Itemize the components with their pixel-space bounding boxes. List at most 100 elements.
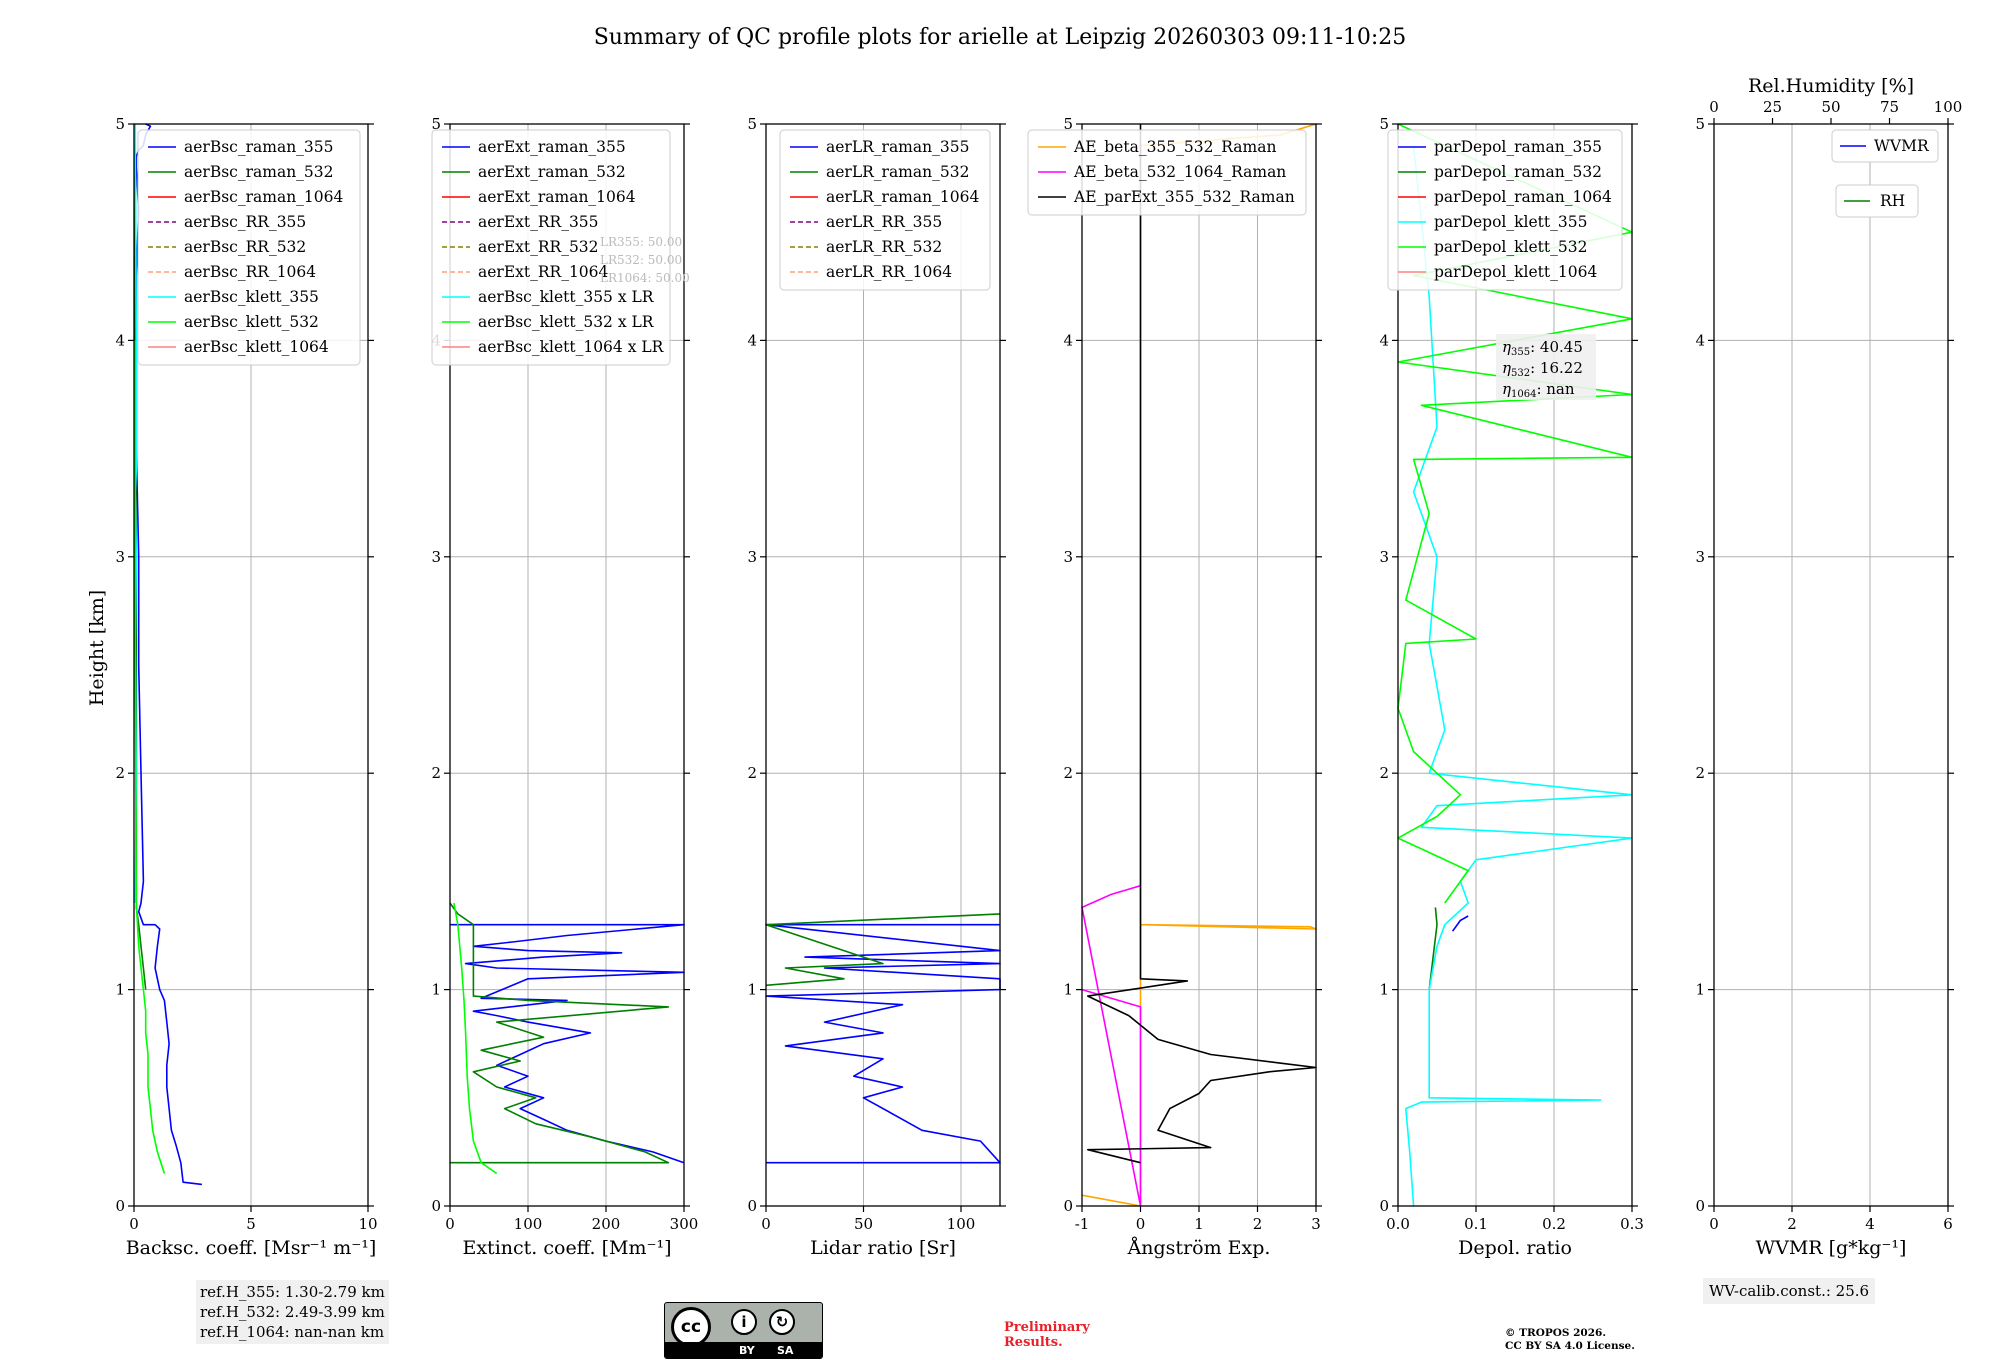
y-tick-label: 0 bbox=[747, 1197, 757, 1215]
x-tick-label: 0 bbox=[445, 1215, 455, 1233]
legend-entry: aerLR_raman_1064 bbox=[826, 188, 979, 206]
panel-wv: 0 2 4 6 0 1 2 3 4 5 WVMR [g*kg⁻¹] 0 25 50 75 100 Rel.Hum… bbox=[1695, 75, 1962, 1259]
series-line-aerBsc_klett_532 bbox=[134, 340, 166, 1174]
y-tick-label: 0 bbox=[431, 1197, 441, 1215]
x-axis-label: Ångström Exp. bbox=[1127, 1237, 1271, 1259]
legend-entry: aerLR_raman_532 bbox=[826, 163, 969, 181]
legend-entry: parDepol_raman_532 bbox=[1434, 163, 1602, 181]
axes-frame bbox=[765, 123, 1001, 1207]
x-tick-label: 200 bbox=[592, 1215, 621, 1233]
x-tick-label: -1 bbox=[1075, 1215, 1090, 1233]
x-tick-label: 50 bbox=[854, 1215, 873, 1233]
cc-logo-icon: cc bbox=[671, 1307, 711, 1347]
legend-entry: aerBsc_raman_355 bbox=[184, 138, 334, 156]
eta-355: η355: 40.45 bbox=[1502, 338, 1583, 358]
legend-entry: AE_beta_532_1064_Raman bbox=[1073, 163, 1286, 181]
y-tick-label: 4 bbox=[1695, 331, 1705, 349]
legend-entry: aerBsc_RR_355 bbox=[184, 213, 306, 231]
legend: parDepol_raman_355 parDepol_raman_532 parD… bbox=[1387, 129, 1623, 291]
legend-rh: RH bbox=[1835, 184, 1919, 218]
legend-entry: aerLR_RR_355 bbox=[826, 213, 942, 231]
y-tick-label: 0 bbox=[1695, 1197, 1705, 1215]
series-line-aerExt_raman_355 bbox=[450, 923, 685, 1164]
figure-title: Summary of QC profile plots for arielle … bbox=[594, 25, 1407, 50]
legend-box bbox=[779, 129, 991, 291]
series-line-parDepol_raman_355 bbox=[1451, 915, 1469, 932]
cc-sa-label: SA bbox=[777, 1344, 794, 1357]
legend-entry: aerExt_raman_532 bbox=[478, 163, 626, 181]
copyright-notice: © TROPOS 2026. CC BY SA 4.0 License. bbox=[1505, 1327, 1635, 1353]
ref-height-355: ref.H_355: 1.30-2.79 km bbox=[200, 1283, 385, 1301]
x-tick-label: 2 bbox=[1253, 1215, 1263, 1233]
y-tick-label: 3 bbox=[747, 548, 757, 566]
x-tick-label: 0 bbox=[761, 1215, 771, 1233]
x-axis-label: Lidar ratio [Sr] bbox=[810, 1237, 956, 1259]
legend-entry: parDepol_raman_1064 bbox=[1434, 188, 1612, 206]
lr-annotation: LR355: 50.00 bbox=[600, 235, 682, 249]
series-line-aerLR_raman_532 bbox=[765, 913, 1001, 987]
y-tick-label: 3 bbox=[431, 548, 441, 566]
series-line-aerExt_raman_532 bbox=[449, 902, 670, 1164]
ref-height-1064: ref.H_1064: nan-nan km bbox=[200, 1323, 385, 1341]
legend-entry: aerLR_RR_532 bbox=[826, 238, 942, 256]
y-tick-label: 1 bbox=[1063, 981, 1073, 999]
x-tick-label: 0.0 bbox=[1386, 1215, 1410, 1233]
legend-entry: aerBsc_raman_532 bbox=[184, 163, 334, 181]
legend-entry: aerExt_raman_355 bbox=[478, 138, 626, 156]
x-tick-label: 4 bbox=[1865, 1215, 1875, 1233]
y-tick-label: 3 bbox=[1695, 548, 1705, 566]
y-tick-label: 2 bbox=[431, 764, 441, 782]
legend-entry: AE_parExt_355_532_Raman bbox=[1073, 188, 1295, 206]
y-tick-label: 3 bbox=[1379, 548, 1389, 566]
legend-entry: aerLR_raman_355 bbox=[826, 138, 969, 156]
y-tick-label: 5 bbox=[747, 115, 757, 133]
legend-entry: aerBsc_RR_532 bbox=[184, 238, 306, 256]
cc-license-badge: cc i ↻ BY SA bbox=[664, 1302, 823, 1359]
series-line-parDepol_klett_355 bbox=[1405, 145, 1633, 1207]
legend-entry: aerBsc_klett_1064 bbox=[184, 338, 329, 356]
series-line-AE_beta_532_1064_Raman bbox=[1081, 884, 1142, 1207]
legend-entry: aerLR_RR_1064 bbox=[826, 263, 952, 281]
y-tick-label: 2 bbox=[1695, 764, 1705, 782]
x-tick-label: 100 bbox=[514, 1215, 543, 1233]
legend: AE_beta_355_532_Raman AE_beta_532_1064_Ra… bbox=[1027, 129, 1307, 216]
y-tick-label: 5 bbox=[1063, 115, 1073, 133]
x-tick-label: 2 bbox=[1787, 1215, 1797, 1233]
ref-height-532: ref.H_532: 2.49-3.99 km bbox=[200, 1303, 385, 1321]
eta-box-bg bbox=[1496, 334, 1596, 400]
x-tick-label: 0.3 bbox=[1620, 1215, 1644, 1233]
x-tick-label: 0.2 bbox=[1542, 1215, 1566, 1233]
y-axis-label: Height [km] bbox=[86, 590, 108, 706]
x-tick-label: 0.1 bbox=[1464, 1215, 1488, 1233]
x-tick-label: 300 bbox=[670, 1215, 699, 1233]
preliminary-line-2: Results. bbox=[1004, 1335, 1063, 1350]
cc-by-icon: i bbox=[731, 1309, 757, 1335]
panel-ext: 0100200300012345Extinct. coeff. [Mm⁻¹]ae… bbox=[431, 115, 698, 1259]
eta-532: η532: 16.22 bbox=[1502, 359, 1583, 379]
wv-calib-box: WV-calib.const.: 25.6 bbox=[1703, 1278, 1876, 1304]
series-line-parDepol_raman_532 bbox=[1428, 907, 1438, 990]
legend-entry: aerExt_raman_1064 bbox=[478, 188, 636, 206]
top-x-tick-label: 75 bbox=[1880, 98, 1899, 116]
series-line-parDepol_klett_532 bbox=[1397, 123, 1633, 904]
legend-entry: aerExt_RR_1064 bbox=[478, 263, 609, 281]
x-tick-label: 0 bbox=[129, 1215, 139, 1233]
axes-frame bbox=[1713, 123, 1949, 1207]
legend-entry: aerExt_RR_532 bbox=[478, 238, 599, 256]
y-tick-label: 3 bbox=[1063, 548, 1073, 566]
top-x-tick-label: 0 bbox=[1709, 98, 1719, 116]
copyright-line-1: © TROPOS 2026. bbox=[1505, 1327, 1607, 1339]
y-tick-label: 1 bbox=[431, 981, 441, 999]
x-tick-label: 1 bbox=[1194, 1215, 1204, 1233]
legend-wvmr: WVMR bbox=[1831, 129, 1939, 163]
series-line-AE_parExt_355_532_Raman bbox=[1087, 124, 1317, 1164]
y-tick-label: 1 bbox=[1379, 981, 1389, 999]
y-tick-label: 4 bbox=[1379, 331, 1389, 349]
legend-entry: aerBsc_raman_1064 bbox=[184, 188, 344, 206]
top-x-tick-label: 100 bbox=[1934, 98, 1963, 116]
y-tick-label: 3 bbox=[115, 548, 125, 566]
y-tick-label: 0 bbox=[1379, 1197, 1389, 1215]
